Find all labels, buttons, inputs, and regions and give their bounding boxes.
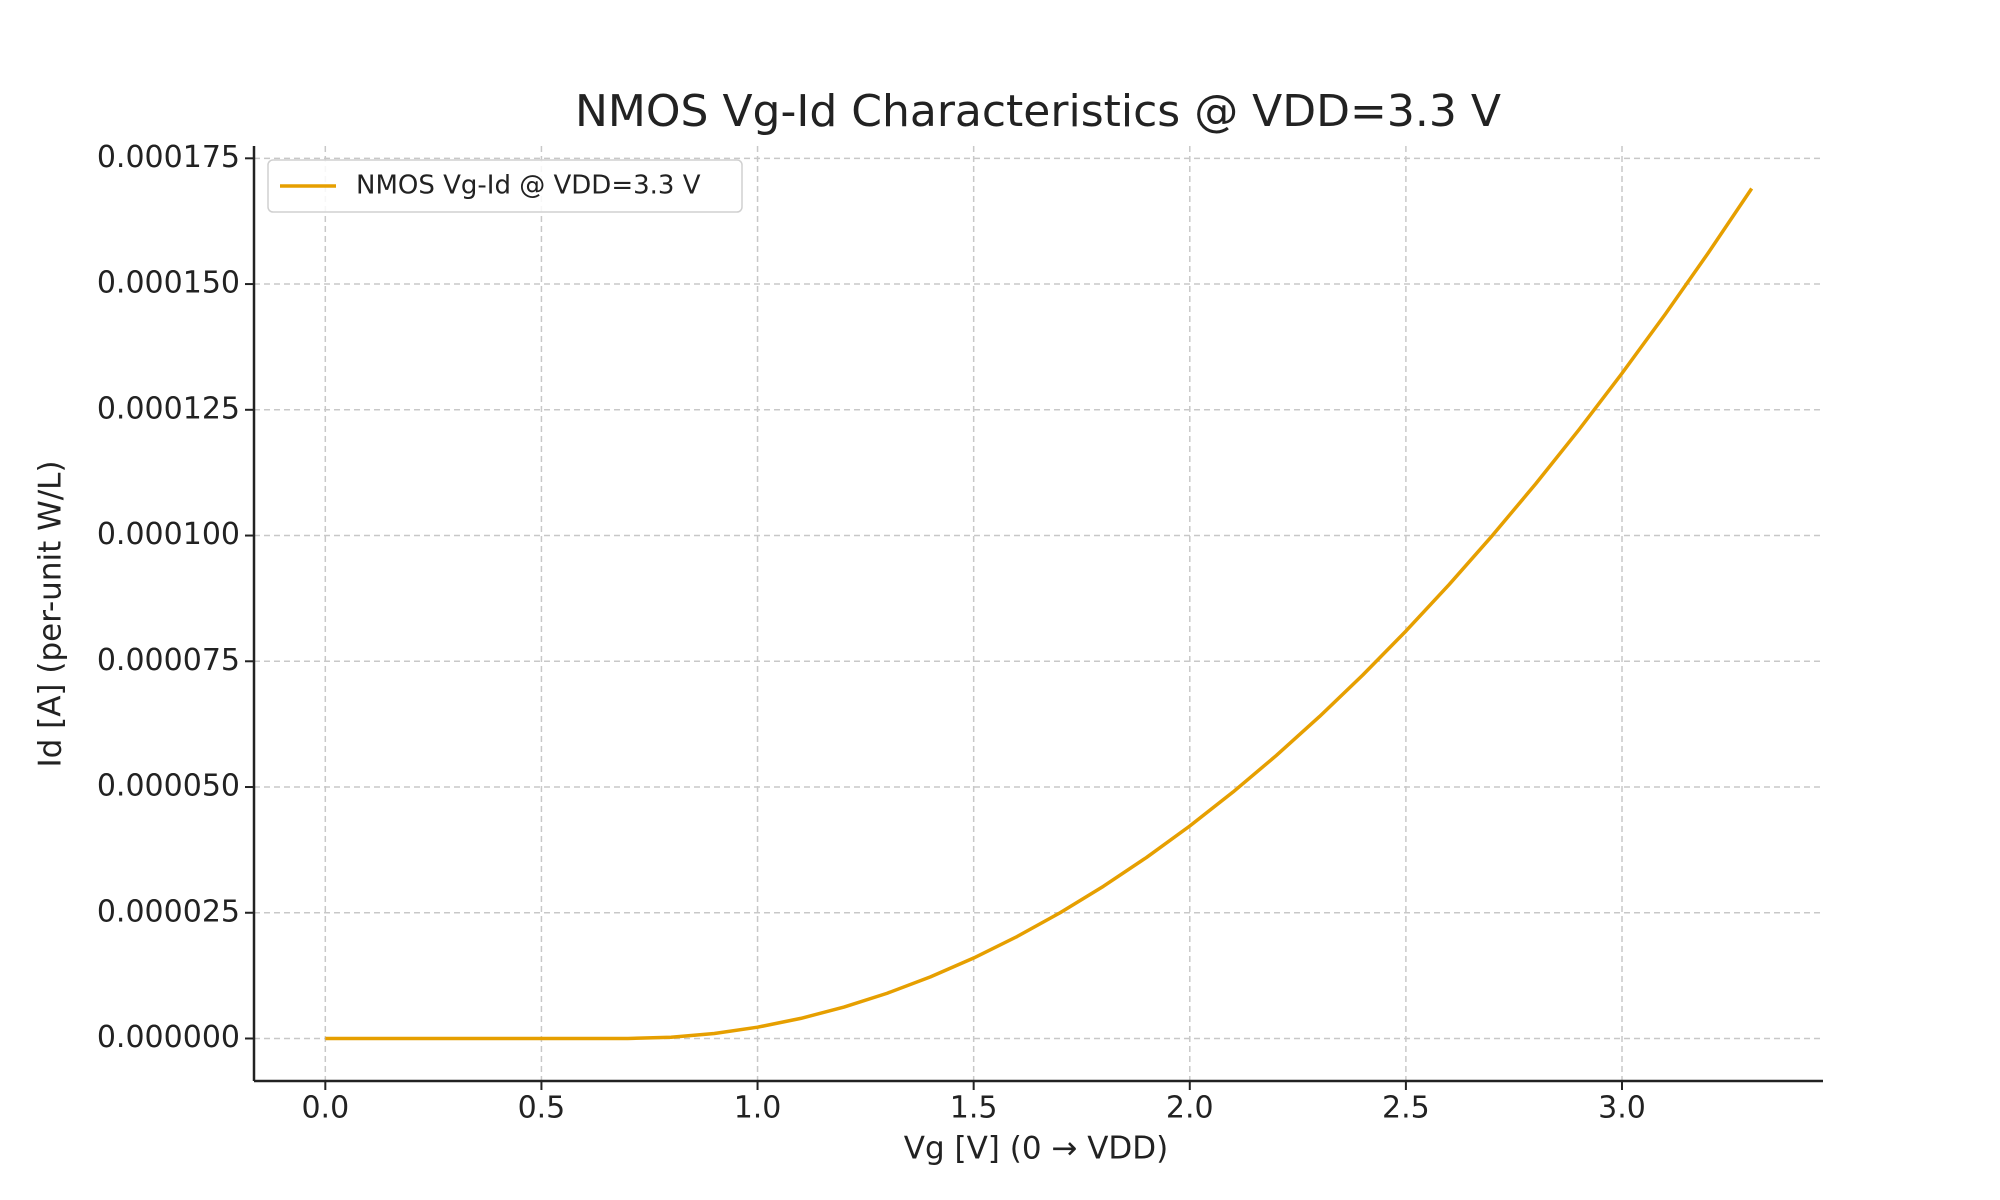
y-tick-label: 0.000100 — [97, 517, 240, 552]
x-tick-label: 2.5 — [1382, 1091, 1430, 1126]
data-line — [325, 187, 1754, 1041]
legend-box — [267, 159, 743, 213]
y-tick-label: 0.000075 — [97, 643, 240, 678]
x-tick-label: 2.0 — [1166, 1091, 1214, 1126]
y-tick-label: 0.000125 — [97, 391, 240, 426]
legend-label: NMOS Vg-Id @ VDD=3.3 V — [356, 171, 701, 201]
x-tick-label: 0.0 — [301, 1091, 349, 1126]
chart-title: NMOS Vg-Id Characteristics @ VDD=3.3 V — [575, 86, 1501, 137]
y-tick-label: 0.000050 — [97, 769, 240, 804]
legend: NMOS Vg-Id @ VDD=3.3 V — [267, 159, 743, 213]
x-tick-label: 3.0 — [1598, 1091, 1646, 1126]
y-tick-label: 0.000175 — [97, 140, 240, 175]
x-tick-label: 1.5 — [950, 1091, 998, 1126]
y-tick-label: 0.000025 — [97, 894, 240, 929]
y-tick-label: 0.000150 — [97, 266, 240, 301]
y-tick-label: 0.000000 — [97, 1020, 240, 1055]
y-axis-label: Id [A] (per-unit W/L) — [33, 460, 69, 767]
x-tick-label: 0.5 — [518, 1091, 566, 1126]
x-tick-label: 1.0 — [734, 1091, 782, 1126]
x-axis-label: Vg [V] (0 → VDD) — [904, 1131, 1169, 1167]
